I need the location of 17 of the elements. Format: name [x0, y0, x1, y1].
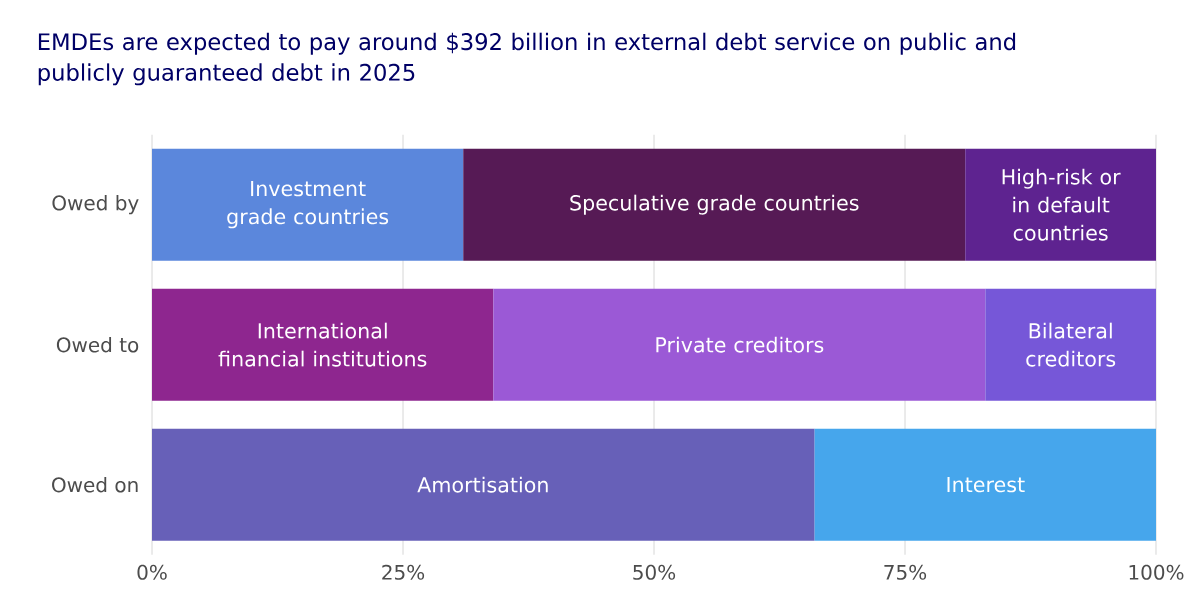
y-tick-label: Owed by — [52, 195, 139, 215]
series-label: Speculative grade countries — [570, 194, 859, 215]
series-label: Bilateral creditors — [1026, 322, 1116, 367]
x-tick-label: 100% — [1129, 564, 1184, 581]
x-tick-label: 75% — [884, 564, 927, 581]
series-label: International financial institutions — [218, 322, 427, 367]
y-tick-label: Owed on — [52, 477, 138, 493]
series-label: Amortisation — [417, 476, 548, 493]
x-tick-label: 50% — [633, 564, 676, 581]
series-label: Investment grade countries — [227, 181, 389, 229]
chart-title: EMDEs are expected to pay around $392 billion in external debt service on public and publicly guaranteed debt in 2025 — [38, 32, 1016, 86]
x-tick-label: 0% — [137, 564, 167, 581]
series-label: Private creditors — [656, 336, 824, 353]
x-tick-label: 25% — [382, 564, 425, 581]
series-label: Interest — [947, 477, 1025, 493]
series-label: High-risk or in default countries — [1002, 168, 1121, 241]
y-tick-label: Owed to — [56, 337, 139, 353]
